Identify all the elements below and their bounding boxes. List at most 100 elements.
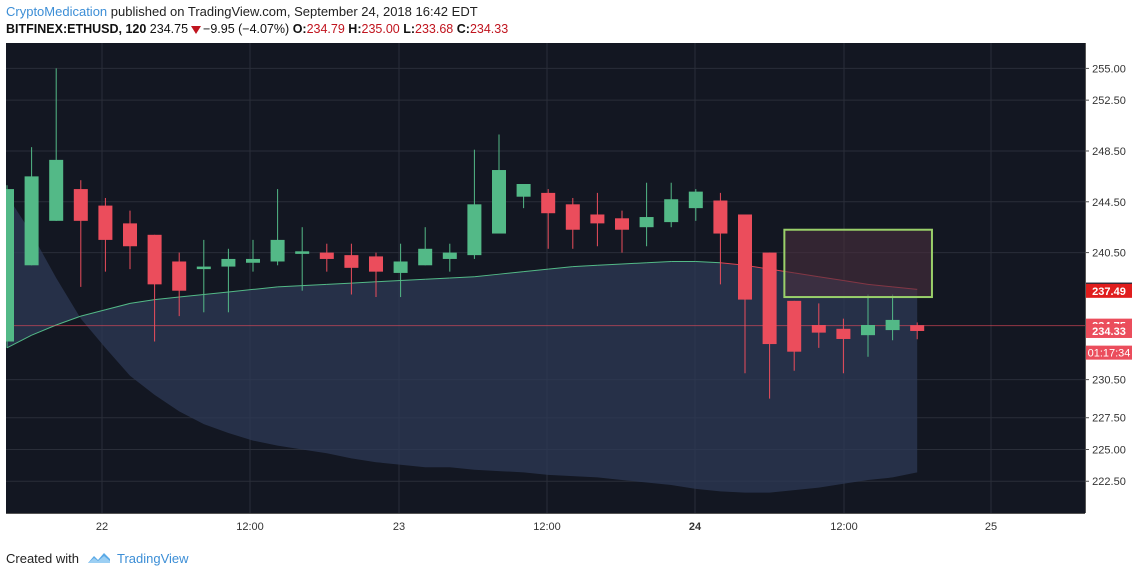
- candle-body: [98, 205, 113, 240]
- y-tick-label: 225.00: [1092, 444, 1126, 456]
- candle-body: [590, 214, 605, 224]
- y-tick-label: 227.50: [1092, 413, 1126, 425]
- band-slow-segment: [179, 294, 204, 298]
- author-link[interactable]: CryptoMedication: [6, 4, 108, 19]
- price-label-text: 234.33: [1092, 326, 1126, 338]
- moving-average-band: [7, 195, 918, 493]
- price-label-tag: [1086, 323, 1132, 338]
- candle-body: [492, 170, 506, 234]
- x-tick-label: 23: [393, 521, 405, 533]
- candle-body: [516, 184, 531, 197]
- band-slow-segment: [6, 334, 32, 349]
- band-slow-segment: [80, 309, 106, 317]
- candle-body: [147, 234, 162, 285]
- symbol-info: BITFINEX:ETHUSD, 120 234.75 −9.95 (−4.07%…: [6, 22, 508, 38]
- band-slow-segment: [375, 280, 401, 283]
- countdown-text: 01:17:34: [1088, 348, 1131, 360]
- candle-body: [738, 214, 752, 300]
- band-slow-segment: [277, 285, 303, 288]
- annotation-rectangle[interactable]: [783, 228, 933, 299]
- band-slow-segment: [425, 277, 450, 280]
- band-slow-segment: [31, 324, 57, 336]
- footer: Created with TradingView: [6, 549, 189, 567]
- x-tick-label: 12:00: [236, 521, 264, 533]
- band-slow-segment: [548, 266, 573, 270]
- open-value: 234.79: [306, 22, 345, 36]
- band-slow-segment: [597, 263, 623, 266]
- candle-body: [713, 200, 728, 234]
- tradingview-logo-icon: [87, 553, 110, 563]
- publish-text: published on TradingView.com, September …: [107, 4, 478, 19]
- candle-body: [344, 255, 359, 268]
- candle-body: [295, 251, 310, 254]
- x-tick-label: 25: [985, 521, 997, 533]
- candle-body: [615, 218, 629, 230]
- candle-body: [910, 325, 925, 331]
- candle-body: [811, 325, 826, 333]
- candle-body: [467, 204, 482, 256]
- band-slow-segment: [351, 281, 377, 284]
- low-label: L:: [403, 22, 416, 36]
- high-value: 235.00: [361, 22, 400, 36]
- price-chart[interactable]: 222.50 225.00 227.50 230.50 240.50 244.50 248.…: [6, 43, 1132, 540]
- band-slow-segment: [228, 288, 254, 293]
- tradingview-link[interactable]: TradingView: [116, 550, 189, 566]
- candle-body: [270, 239, 285, 262]
- band-slow-segment: [474, 273, 500, 278]
- band-slow-segment: [695, 260, 721, 264]
- last-price: 234.75: [149, 22, 189, 36]
- candle-body: [49, 159, 64, 221]
- candle-body: [836, 328, 851, 339]
- time-axis-background: [6, 513, 1085, 540]
- price-label-text: 237.49: [1092, 286, 1126, 298]
- candle-body: [418, 248, 433, 266]
- symbol-label: BITFINEX:ETHUSD, 120: [6, 22, 147, 36]
- band-slow-segment: [646, 260, 672, 264]
- candle-body: [393, 261, 408, 273]
- candle-body: [762, 252, 777, 345]
- x-tick-label: 12:00: [533, 521, 561, 533]
- candle-body: [639, 217, 654, 228]
- band-slow-segment: [56, 315, 81, 326]
- candle-body: [787, 300, 802, 352]
- candle-body: [664, 199, 679, 223]
- x-tick-label: 12:00: [830, 521, 858, 533]
- y-tick-label: 240.50: [1092, 248, 1126, 260]
- countdown-tag: [1086, 345, 1132, 360]
- band-slow-segment: [449, 276, 475, 279]
- y-tick-label: 248.50: [1092, 146, 1126, 158]
- band-slow-segment: [105, 302, 131, 311]
- band-slow-segment: [523, 268, 549, 273]
- candle-body: [861, 325, 875, 336]
- band-slow-segment: [302, 283, 327, 287]
- x-tick-label: 24: [689, 521, 702, 533]
- close-value: 234.33: [469, 22, 509, 36]
- candle-body: [24, 176, 39, 266]
- band-slow-segment: [400, 278, 426, 282]
- candle-body: [73, 189, 88, 221]
- close-label: C:: [456, 22, 470, 36]
- price-label-tag: [1086, 283, 1132, 298]
- x-tick-label: 22: [96, 521, 108, 533]
- band-slow-segment: [621, 262, 647, 265]
- band-slow-segment: [252, 286, 278, 290]
- candle-body: [442, 252, 457, 259]
- band-slow-segment: [326, 282, 352, 285]
- candle-body: [6, 189, 14, 342]
- y-tick-label: 252.50: [1092, 95, 1126, 107]
- candle-body: [221, 258, 236, 267]
- candle-body: [246, 258, 260, 263]
- band-slow-segment: [154, 296, 180, 301]
- candle-body: [885, 319, 900, 331]
- candle-body: [369, 256, 383, 272]
- candle-body: [565, 204, 580, 230]
- band-slow-segment: [129, 299, 155, 304]
- publish-info: CryptoMedication published on TradingVie…: [6, 4, 478, 20]
- band-slow-segment: [572, 264, 598, 268]
- candle-body: [123, 223, 137, 247]
- y-tick-label: 222.50: [1092, 476, 1126, 488]
- candle-body: [196, 266, 211, 270]
- y-tick-label: 255.00: [1092, 63, 1126, 75]
- band-slow-segment: [203, 291, 229, 296]
- price-change: −9.95 (−4.07%): [203, 22, 290, 36]
